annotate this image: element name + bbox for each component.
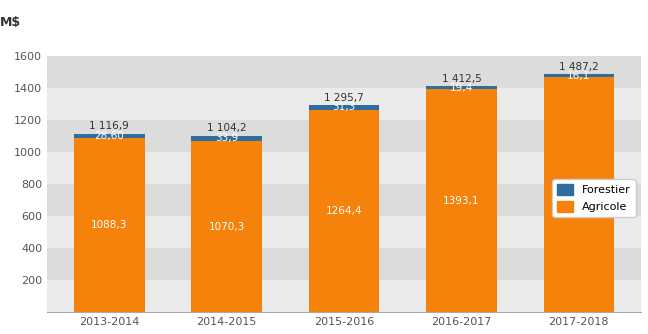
Bar — [74, 138, 145, 312]
Bar — [426, 86, 496, 90]
Bar — [74, 134, 145, 138]
Text: 1264,4: 1264,4 — [326, 206, 362, 216]
Text: 1 487,2: 1 487,2 — [559, 62, 599, 72]
Text: 1 104,2: 1 104,2 — [207, 123, 246, 133]
Text: 19,4: 19,4 — [450, 83, 473, 93]
Text: 28,60: 28,60 — [95, 131, 124, 141]
Bar — [192, 141, 262, 312]
Bar — [47, 248, 641, 280]
Bar — [47, 88, 641, 120]
Bar — [47, 280, 641, 312]
Bar — [47, 152, 641, 184]
Legend: Forestier, Agricole: Forestier, Agricole — [552, 179, 636, 217]
Bar — [544, 77, 614, 312]
Text: M$: M$ — [0, 16, 21, 29]
Text: 16,1: 16,1 — [567, 70, 590, 80]
Bar — [309, 105, 379, 110]
Text: 1 412,5: 1 412,5 — [441, 74, 481, 84]
Bar — [47, 56, 641, 88]
Text: 1070,3: 1070,3 — [209, 221, 245, 231]
Bar — [426, 90, 496, 312]
Text: 1088,3: 1088,3 — [91, 220, 128, 230]
Bar — [309, 110, 379, 312]
Bar — [544, 74, 614, 77]
Bar — [192, 136, 262, 141]
Text: 1 116,9: 1 116,9 — [89, 121, 129, 131]
Text: 31,3: 31,3 — [332, 103, 356, 113]
Text: 1471,1: 1471,1 — [561, 189, 597, 199]
Bar — [47, 120, 641, 152]
Bar — [47, 216, 641, 248]
Text: 1393,1: 1393,1 — [443, 196, 480, 206]
Text: 33,9: 33,9 — [215, 133, 238, 143]
Bar — [47, 184, 641, 216]
Text: 1 295,7: 1 295,7 — [324, 93, 364, 103]
